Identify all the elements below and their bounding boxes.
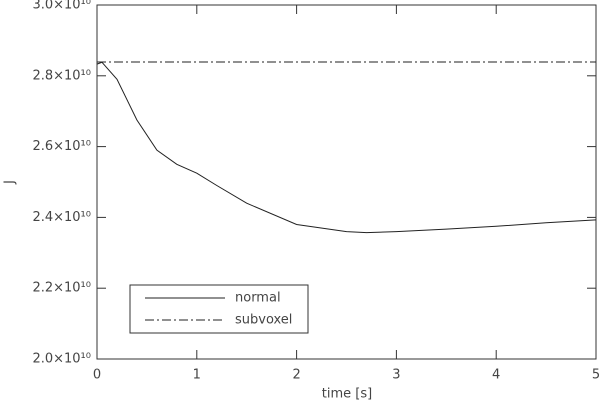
series-line (96, 61, 597, 234)
x-tick-label: 3 (392, 368, 400, 383)
y-tick-label: 2.6×10¹⁰ (32, 139, 91, 154)
y-tick-label: 2.2×10¹⁰ (32, 281, 91, 296)
y-tick-label: 2.8×10¹⁰ (32, 68, 91, 83)
legend-label: normal (235, 291, 281, 306)
y-tick-label: 3.0×10¹⁰ (32, 0, 91, 13)
plot-frame (96, 4, 597, 360)
legend-label: subvoxel (235, 313, 292, 328)
x-tick-label: 1 (193, 368, 201, 383)
x-tick-label: 4 (492, 368, 500, 383)
y-tick-label: 2.4×10¹⁰ (32, 210, 91, 225)
y-tick-label: 2.0×10¹⁰ (32, 352, 91, 367)
x-tick-label: 2 (292, 368, 300, 383)
x-tick-label: 5 (592, 368, 600, 383)
x-axis-label: time [s] (322, 387, 372, 402)
legend-box (129, 284, 309, 334)
y-axis-label: J (3, 180, 18, 185)
x-tick-label: 0 (93, 368, 101, 383)
